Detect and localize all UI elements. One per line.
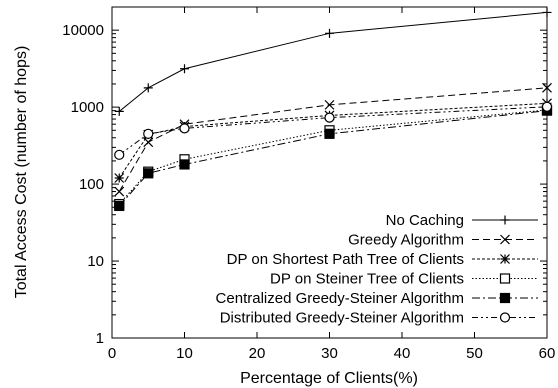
data-point — [114, 149, 125, 160]
data-point — [143, 83, 153, 93]
x-axis-label: Percentage of Clients(%) — [240, 370, 418, 387]
legend-entry: No Caching — [386, 212, 538, 229]
y-tick-label: 100 — [79, 176, 104, 193]
data-point — [542, 82, 552, 93]
y-axis-label: Total Access Cost (number of hops) — [13, 46, 30, 299]
x-tick-label: 10 — [176, 345, 193, 362]
data-point — [541, 101, 553, 112]
x-tick-label: 50 — [466, 345, 483, 362]
series-0 — [114, 7, 552, 116]
data-point — [180, 64, 189, 74]
series-1 — [114, 82, 552, 197]
x-tick-label: 40 — [394, 345, 411, 362]
legend-label: No Caching — [386, 212, 464, 229]
data-point — [324, 99, 335, 110]
series-line — [118, 102, 548, 179]
x-tick-label: 30 — [321, 345, 338, 362]
legend-label: Centralized Greedy-Steiner Algorithm — [216, 290, 464, 307]
legend-label: Greedy Algorithm — [348, 232, 464, 249]
x-tick-label: 20 — [249, 345, 266, 362]
data-point — [114, 173, 125, 183]
legend-label: DP on Steiner Tree of Clients — [270, 271, 464, 288]
data-point — [143, 128, 154, 139]
data-point — [114, 186, 125, 197]
x-tick-label: 0 — [108, 345, 116, 362]
series-5 — [114, 101, 553, 160]
legend-entry: Distributed Greedy-Steiner Algorithm — [220, 310, 538, 327]
legend-label: Distributed Greedy-Steiner Algorithm — [220, 310, 464, 327]
legend-marker — [500, 234, 510, 245]
y-tick-label: 1 — [96, 330, 104, 347]
legend-entry: DP on Steiner Tree of Clients — [270, 271, 538, 288]
legend-marker — [499, 273, 511, 284]
legend-marker — [500, 215, 510, 225]
legend-marker — [499, 292, 511, 304]
legend-marker — [499, 312, 511, 323]
series-line — [118, 87, 548, 192]
data-point — [542, 7, 552, 17]
legend-entry: DP on Shortest Path Tree of Clients — [227, 251, 538, 268]
series-line — [118, 11, 548, 112]
legend-entry: Greedy Algorithm — [348, 232, 538, 249]
legend-entry: Centralized Greedy-Steiner Algorithm — [216, 290, 538, 307]
y-tick-label: 10 — [87, 253, 104, 270]
data-point — [179, 159, 190, 170]
y-tick-label: 10000 — [62, 22, 104, 39]
plot-frame — [111, 6, 548, 339]
data-point — [114, 106, 124, 116]
data-point — [324, 128, 335, 139]
y-tick-label: 1000 — [71, 99, 104, 116]
data-point — [324, 112, 335, 123]
series-2 — [114, 98, 552, 183]
legend-marker — [500, 254, 510, 264]
data-point — [325, 28, 334, 38]
legend-label: DP on Shortest Path Tree of Clients — [227, 251, 464, 268]
data-point — [143, 168, 154, 179]
x-tick-label: 60 — [539, 345, 556, 362]
data-point — [179, 123, 190, 134]
data-point — [114, 200, 125, 212]
